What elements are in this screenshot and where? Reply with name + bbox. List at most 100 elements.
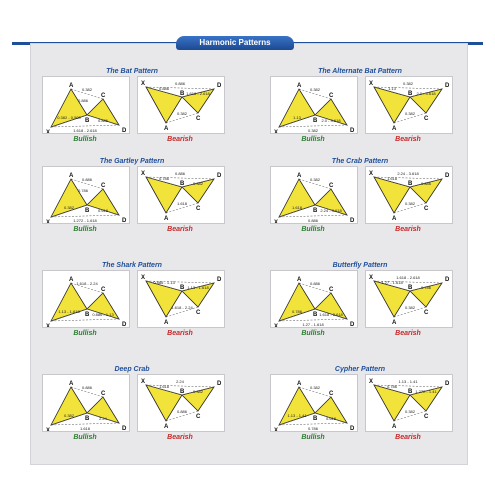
point-label-b: B [85,118,90,124]
page-title: Harmonic Patterns [176,36,294,50]
ratio-label: 0.886 [159,86,170,91]
bearish-pattern-diagram: X A B C D 0.786 1.618 0.382 0.886 [141,171,222,222]
point-label-x: X [274,428,278,431]
bearish-panel: X A B C D 0.786 0.382 1.272 - 1.41 1.13 - 1.41 [365,374,453,432]
point-label-a: A [69,381,74,387]
point-label-d: D [350,218,355,223]
bullish-label: Bullish [301,136,325,143]
ratio-connector-line [373,280,443,284]
bullish-pattern-diagram: X A B C D 0.786 0.886 1.618 - 2.618 1.27 - 1.618 [274,277,355,327]
ratio-label: 0.382 [310,177,321,182]
point-label-x: X [369,171,373,177]
ratio-label: 2.24 - 3.618 [397,171,419,176]
bcd-triangle [314,396,348,424]
point-label-c: C [424,310,429,316]
ratio-label: 0.886 [78,98,89,103]
pattern-title: The Gartley Pattern [99,158,165,165]
ratio-connector-line [373,384,443,388]
point-label-a: A [392,320,397,326]
pattern-title: Cypher Pattern [334,366,386,373]
ratio-label: 0.786 [78,188,89,193]
xab-triangle [145,384,183,422]
bcd-triangle [314,98,348,126]
ratio-label: 0.382 [310,385,321,390]
bcd-triangle [86,396,120,424]
point-label-b: B [313,312,318,318]
bearish-panel: X A B C D 1.618 0.886 0.382 2.24 [137,374,225,432]
ratio-connector-line [50,308,88,322]
bearish-panel: X A B C D 0.886 - 1.13 1.618 - 2.24 1.13 - 1.61… [137,270,225,328]
point-label-c: C [196,414,201,420]
ratio-connector-line [278,214,348,218]
point-label-x: X [46,130,50,133]
point-label-d: D [350,322,355,327]
ratio-label: 0.382 [405,409,416,414]
point-label-a: A [164,126,169,132]
ratio-label: 1.618 [292,205,303,210]
ratio-label: 0.786 [387,384,398,389]
ratio-connector-line [278,318,348,322]
ratio-connector-line [145,280,215,284]
pattern-title: Butterfly Pattern [332,262,388,269]
point-label-d: D [217,277,222,283]
ratio-connector-line [181,178,215,188]
ratio-label: 0.786 [308,426,319,431]
point-label-d: D [445,83,450,89]
ratio-connector-line [145,86,183,98]
xab-triangle [373,384,411,422]
bullish-panel: X A B C D 1.13 - 1.41 0.382 0.618 0.786 [270,374,358,432]
ratio-label: 0.382 [193,389,204,394]
bearish-pattern-diagram: X A B C D 0.786 0.382 1.272 - 1.41 1.13 - 1.41 [369,379,450,430]
point-label-c: C [329,93,334,99]
point-label-c: C [424,116,429,122]
ratio-label: 1.27 - 1.618 [302,322,324,327]
point-label-b: B [180,389,185,395]
point-label-x: X [369,275,373,281]
point-label-x: X [274,324,278,327]
point-label-d: D [217,83,222,89]
ratio-label: 0.886 - 1.13 [153,280,175,285]
ratio-label: 2.24 [176,379,185,384]
point-label-b: B [313,118,318,124]
bullish-label: Bullish [301,434,325,441]
point-label-x: X [46,324,50,327]
ratio-connector-line [278,422,348,426]
bearish-label: Bearish [395,434,421,441]
bearish-label: Bearish [167,226,193,233]
point-label-b: B [180,91,185,97]
point-label-c: C [196,310,201,316]
ratio-connector-line [145,176,215,180]
pattern-title: The Shark Pattern [102,262,162,269]
xab-triangle [145,280,183,318]
bearish-panel: X A B C D 1.13 0.382 2.0 - 3.618 0.382 [365,76,453,134]
point-label-b: B [408,389,413,395]
ratio-label: 1.272 - 1.618 [73,218,97,223]
point-label-x: X [369,379,373,385]
ratio-label: 0.886 [175,81,186,86]
ratio-connector-line [145,384,215,388]
point-label-a: A [164,216,169,222]
point-label-a: A [392,424,397,430]
point-label-b: B [85,312,90,318]
point-label-c: C [329,183,334,189]
ratio-label: 1.618 - 2.24 [76,281,98,286]
bcd-triangle [86,98,120,126]
bullish-panel: X A B C D 1.13 0.382 2.0 - 3.618 0.382 [270,76,358,134]
ratio-label: 1.13 - 1.618 [187,285,209,290]
ratio-label: 1.618 - 2.618 [396,275,420,280]
ratio-connector-line [278,308,316,322]
ratio-label: 0.886 [82,177,93,182]
xab-triangle [278,178,316,218]
ratio-connector-line [373,86,443,90]
xab-triangle [278,386,316,426]
bullish-label: Bullish [73,136,97,143]
ratio-label: 0.382 [403,81,414,86]
ratio-connector-line [373,280,411,292]
bearish-panel: X A B C D 1.618 0.382 0.886 2.24 - 3.618 [365,166,453,224]
point-label-d: D [445,381,450,387]
xab-triangle [50,386,88,426]
bullish-label: Bullish [73,434,97,441]
xab-triangle [145,176,183,214]
ratio-label: 1.618 [177,201,188,206]
